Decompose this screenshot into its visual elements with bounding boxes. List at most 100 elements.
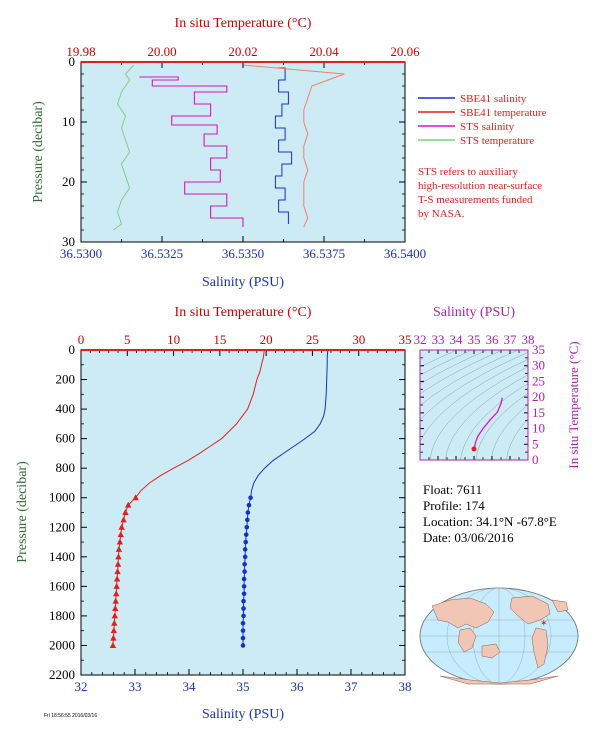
ts-salinity-axis-tick-label: 32 [414,332,427,347]
sts-note-line: T-S measurements funded [418,194,533,206]
temperature-sample-marker [116,538,124,545]
full-profile-temp-axis-tick-label: 25 [306,332,319,347]
ts-deepest-point [471,446,477,452]
salinity-sample-marker [241,576,247,582]
footer-timestamp: Fri 18:56:55 2016/03/16 [44,713,98,719]
near-surface-sal-axis-tick-label: 36.5375 [303,246,345,261]
ts-density-contour [506,418,528,460]
ts-density-contour [420,352,528,421]
sts-note-line: by NASA. [418,208,465,220]
ts-salinity-axis-tick-label: 33 [432,332,445,347]
sbe41-salinity-line [274,67,293,224]
ts-density-contour [420,350,488,385]
ts-temp-axis-tick-label: 35 [532,342,545,357]
near-surface-sal-axis-tick-label: 36.5325 [141,246,183,261]
salinity-sample-marker [246,502,252,508]
temperature-sample-marker [110,634,117,641]
salinity-sample-marker [242,554,248,560]
ts-density-contour [420,350,473,376]
full-profile-temp-axis-tick-label: 5 [124,332,131,347]
legend-label: STS salinity [460,121,515,133]
full-profile-temp-axis-tick-label: 10 [167,332,180,347]
temperature-sample-marker [122,509,129,515]
ts-density-contour [460,383,528,460]
ts-salinity-axis-tick-label: 37 [504,332,518,347]
full-profile-pressure-axis-tick-label: 1400 [49,549,75,564]
near-surface-xlabel: Salinity (PSU) [202,275,284,290]
near-surface-pressure-axis-tick-label: 30 [62,234,75,249]
near-surface-temp-axis-tick-label: 20.06 [390,44,420,59]
ts-temp-axis-tick-label: 5 [532,436,539,451]
full-profile-top-axis-title: In situ Temperature (°C) [175,305,312,320]
temperature-sample-marker [115,553,122,560]
salinity-sample-marker [248,495,253,501]
temperature-sample-marker [112,605,119,612]
full-profile-pressure-axis-tick-label: 2200 [49,667,75,682]
ts-salinity-axis-tick-label: 36 [486,332,500,347]
near-surface-pressure-axis-tick-label: 0 [69,54,76,69]
near-surface-temp-axis-tick-label: 20.04 [309,44,339,59]
salinity-sample-marker [245,517,250,523]
temperature-sample-marker [114,568,121,575]
near-surface-plot-area [80,61,406,243]
ts-temp-axis-tick-label: 10 [532,421,545,436]
ts-salinity-axis-tick-label: 34 [450,332,464,347]
near-surface-sal-axis-tick-label: 36.5300 [60,246,102,261]
temperature-sample-marker [132,494,139,501]
full-profile-pressure-axis-tick-label: 0 [69,342,76,357]
sts-temperature-line [113,64,134,231]
full-profile-pressure-axis-tick-label: 2000 [49,637,75,652]
full-profile-pressure-axis-tick-label: 1800 [49,608,75,623]
ts-temp-axis-tick-label: 20 [532,389,545,404]
temperature-sample-marker [120,516,127,523]
ts-frame [419,349,529,461]
ts-density-contour [475,393,528,460]
full-profile-pressure-axis-tick-label: 1200 [49,519,75,534]
temperature-sample-marker [111,619,118,626]
salinity-sample-marker [240,635,246,641]
full-profile-temp-axis-tick-label: 20 [260,332,273,347]
ts-density-contour [420,350,503,395]
full-profile-temp-axis-tick-label: 35 [399,332,412,347]
salinity-sample-marker [241,613,246,619]
ts-temp-axis-tick-label: 30 [532,358,545,373]
temperature-sample-marker [114,560,122,567]
legend-label: SBE41 temperature [460,107,547,119]
sts-note-line: STS refers to auxiliary [418,166,518,178]
salinity-sample-marker [243,532,249,537]
ts-density-contour [444,374,528,460]
float-location-marker: ✶ [540,618,548,628]
near-surface-top-axis-title: In situ Temperature (°C) [175,16,312,31]
full-profile-sal-axis-tick-label: 35 [237,679,250,694]
full-profile-sal-axis-tick-label: 38 [399,679,412,694]
world-map: ✶ [419,587,579,685]
full-profile-ylabel: Pressure (decibar) [15,461,30,563]
full-profile-sal-axis-tick-label: 33 [129,679,142,694]
temperature-sample-marker [125,501,132,508]
full-profile-pressure-axis-tick-label: 1600 [49,578,75,593]
salinity-sample-marker [244,524,250,530]
temperature-sample-marker [112,597,119,604]
salinity-sample-marker [242,561,247,567]
near-surface-temp-axis-tick-label: 20.02 [228,44,257,59]
legend-label: SBE41 salinity [460,93,527,105]
full-profile-temp-axis-tick-label: 0 [78,332,85,347]
legend-label: STS temperature [460,135,534,147]
temperature-sample-marker [113,582,120,589]
near-surface-sal-axis-tick-label: 36.5400 [384,246,426,261]
profile-number: Profile: 174 [423,498,485,513]
temperature-sample-marker [112,590,120,597]
float-info: Float: 7611 Profile: 174 Location: 34.1°… [423,482,557,546]
sbe41-temperature-line [242,64,345,228]
near-surface-temp-axis-tick-label: 19.98 [66,44,95,59]
temperature-sample-marker [111,612,118,619]
ts-top-axis-title: Salinity (PSU) [433,305,515,320]
date: Date: 03/06/2016 [423,530,514,545]
ts-curve [473,397,503,450]
full-profile-sal-axis-tick-label: 37 [345,679,359,694]
ts-temp-axis-tick-label: 0 [532,452,539,467]
near-surface-pressure-axis-tick-label: 10 [62,114,75,129]
salinity-sample-marker [241,598,246,604]
near-surface-panel: 19.98 20.00 20.02 20.04 20.06 36.5300 36.5325 3… [31,16,426,290]
full-profile-pressure-axis-tick-label: 1000 [49,490,75,505]
